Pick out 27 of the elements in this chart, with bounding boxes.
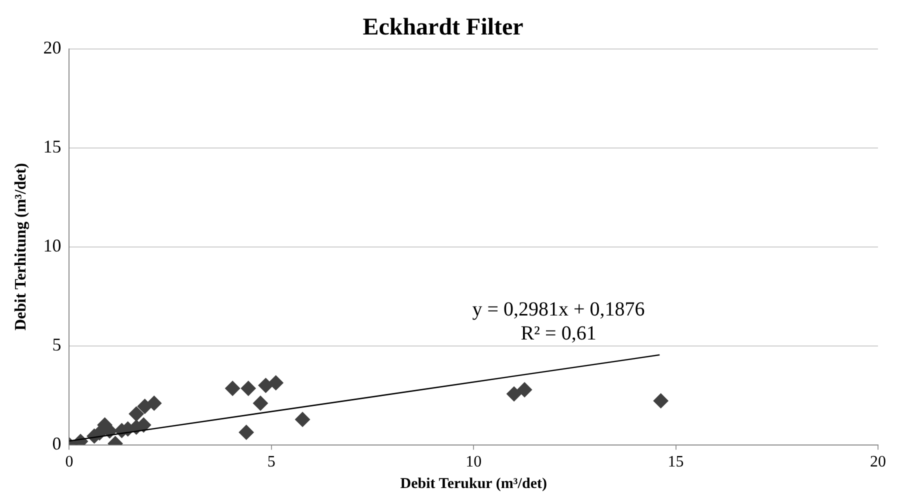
- y-tick-label: 5: [52, 334, 62, 355]
- x-tick-label: 5: [267, 454, 276, 471]
- chart-title: Eckhardt Filter: [362, 14, 524, 41]
- point: [146, 396, 162, 411]
- x-tick-label: 10: [466, 454, 482, 471]
- point: [295, 412, 310, 427]
- annotation: y = 0,2981x + 0,1876: [472, 298, 645, 320]
- point: [653, 393, 668, 408]
- point: [506, 386, 522, 402]
- point: [268, 375, 284, 390]
- point: [252, 396, 268, 411]
- point: [225, 380, 240, 396]
- point: [128, 406, 144, 422]
- y-tick-label: 15: [43, 136, 62, 157]
- y-tick-label: 0: [52, 434, 62, 454]
- y-tick-label: 20: [43, 38, 62, 58]
- y-axis-title: Debit Terhitung (m³/det): [12, 163, 30, 331]
- x-tick-label: 20: [870, 454, 886, 471]
- x-tick-label: 0: [65, 454, 74, 471]
- point: [240, 380, 256, 396]
- x-axis-title: Debit Terukur (m³/det): [400, 476, 547, 492]
- point: [238, 424, 254, 440]
- point: [258, 378, 274, 393]
- point: [517, 382, 532, 398]
- y-tick-label: 10: [43, 236, 62, 256]
- annotation: R² = 0,61: [520, 322, 596, 344]
- x-tick-label: 15: [668, 454, 684, 471]
